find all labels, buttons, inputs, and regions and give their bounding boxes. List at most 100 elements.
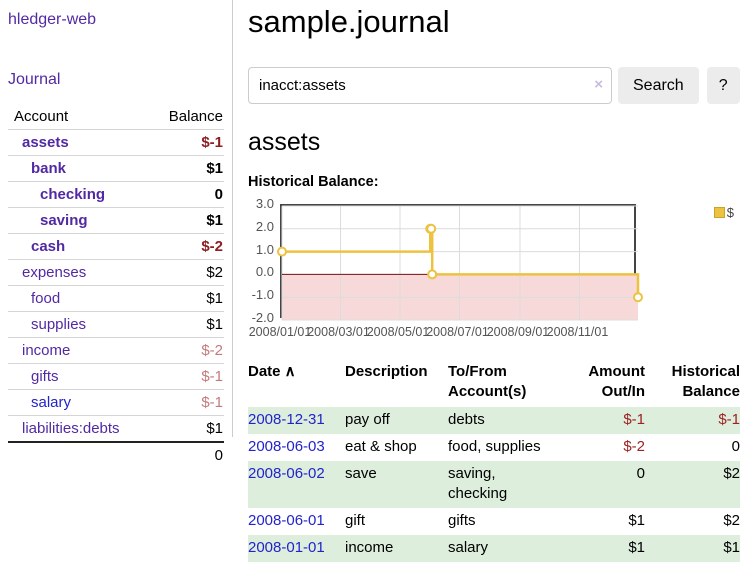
table-row: 2008-01-01 income salary $1 $1 <box>248 535 740 562</box>
transaction-description: save <box>345 465 377 482</box>
chart-plot-area[interactable] <box>277 204 643 321</box>
accounts-table: Account Balance assets $-1 bank $1 checking 0… <box>8 104 224 468</box>
transaction-date-link[interactable]: 2008-06-03 <box>248 438 325 455</box>
account-balance: $1 <box>206 160 223 177</box>
transaction-amount: $1 <box>628 539 645 556</box>
account-column-header: Account <box>14 108 69 125</box>
transaction-balance: $1 <box>723 539 740 556</box>
transaction-amount: 0 <box>636 465 645 482</box>
account-row: cash $-2 <box>8 233 224 260</box>
page-title: sample.journal <box>248 4 450 39</box>
y-axis-tick-label: -2.0 <box>251 310 274 325</box>
clear-search-icon[interactable]: × <box>594 76 603 93</box>
sidebar-item-journal[interactable]: Journal <box>8 71 61 88</box>
legend-label: $ <box>726 205 734 220</box>
sidebar-account-supplies[interactable]: supplies <box>31 316 87 333</box>
brand-link[interactable]: hledger-web <box>8 11 97 28</box>
chart-legend: $ <box>712 205 735 220</box>
sidebar-account-salary[interactable]: salary <box>31 394 72 411</box>
account-balance: $1 <box>206 290 223 307</box>
account-balance: 0 <box>214 186 223 203</box>
account-row: checking 0 <box>8 181 224 208</box>
sidebar-account-food[interactable]: food <box>31 290 61 307</box>
account-balance: $-1 <box>201 368 223 385</box>
chart-title: Historical Balance: <box>248 174 379 190</box>
sidebar-account-gifts[interactable]: gifts <box>31 368 59 385</box>
account-balance: $1 <box>206 212 223 229</box>
transaction-date-link[interactable]: 2008-12-31 <box>248 411 325 428</box>
main-content: sample.journal × Search ? assets Histori… <box>248 0 740 562</box>
search-button[interactable]: Search <box>618 67 699 104</box>
account-balance: $1 <box>206 316 223 333</box>
transaction-description: pay off <box>345 411 390 428</box>
table-row: 2008-06-02 save saving, checking 0 $2 <box>248 461 740 508</box>
table-row: 2008-12-31 pay off debts $-1 $-1 <box>248 407 740 434</box>
register-table-header: Date ∧ Description To/From Account(s) Amoun… <box>248 362 740 407</box>
x-axis-tick-label: 2008/05/01 <box>366 325 430 339</box>
account-row: bank $1 <box>8 155 224 182</box>
transaction-description: eat & shop <box>345 438 417 455</box>
account-row: supplies $1 <box>8 311 224 338</box>
y-axis-tick-label: 0.0 <box>255 264 274 280</box>
transaction-balance: $2 <box>723 465 740 482</box>
register-table: Date ∧ Description To/From Account(s) Amoun… <box>248 362 740 562</box>
transaction-date-link[interactable]: 2008-06-02 <box>248 465 325 482</box>
transaction-amount: $-1 <box>623 411 645 428</box>
y-axis-tick-label: -1.0 <box>251 287 274 303</box>
column-header-amount-out-in: Amount Out/In <box>588 363 645 400</box>
sidebar-account-expenses[interactable]: expenses <box>22 264 87 281</box>
transaction-accounts: food, supplies <box>448 438 541 455</box>
transaction-amount: $1 <box>628 512 645 529</box>
transaction-accounts: salary <box>448 539 489 556</box>
account-row: gifts $-1 <box>8 363 224 390</box>
total-label <box>8 442 152 468</box>
account-balance: $-2 <box>201 342 223 359</box>
transaction-amount: $-2 <box>623 438 645 455</box>
x-axis-tick-label: 2008/01/01 <box>248 325 312 339</box>
transaction-balance: 0 <box>731 438 740 455</box>
column-header-to-from-account-s-: To/From Account(s) <box>448 363 527 400</box>
x-axis-tick-label: 2008/09/01 <box>486 325 550 339</box>
transaction-date-link[interactable]: 2008-01-01 <box>248 539 325 556</box>
y-axis-tick-label: 2.0 <box>255 218 274 234</box>
sidebar-account-checking[interactable]: checking <box>40 186 106 203</box>
transaction-balance: $-1 <box>718 411 740 428</box>
transaction-accounts: gifts <box>448 512 476 529</box>
search-input[interactable] <box>248 67 612 104</box>
table-row: 2008-06-03 eat & shop food, supplies $-2 0 <box>248 434 740 461</box>
y-axis-tick-label: 3.0 <box>255 196 274 211</box>
sidebar-account-liabilities-debts[interactable]: liabilities:debts <box>22 420 120 437</box>
transaction-accounts: saving, checking <box>448 465 508 502</box>
account-balance: $2 <box>206 264 223 281</box>
sidebar-account-assets[interactable]: assets <box>22 134 69 151</box>
account-row: income $-2 <box>8 337 224 364</box>
account-heading: assets <box>248 128 321 156</box>
sidebar-account-saving[interactable]: saving <box>40 212 88 229</box>
historical-balance-chart: $ 3.0 2.0 1.0 0.0 -1.0 -2.0 2008/01/01 2008/03/… <box>248 196 740 341</box>
search-form: × Search ? <box>248 67 740 104</box>
total-balance: 0 <box>214 447 223 464</box>
sidebar-account-bank[interactable]: bank <box>31 160 67 177</box>
account-row: saving $1 <box>8 207 224 234</box>
sort-ascending-icon: ∧ <box>280 363 296 380</box>
column-header-date[interactable]: Date ∧ <box>248 363 296 380</box>
account-row: salary $-1 <box>8 389 224 416</box>
help-button[interactable]: ? <box>706 67 740 104</box>
transaction-description: gift <box>345 512 366 529</box>
account-row: assets $-1 <box>8 129 224 156</box>
account-balance: $-1 <box>201 394 223 411</box>
x-axis-tick-label: 2008/03/01 <box>307 325 370 339</box>
account-row: liabilities:debts $1 <box>8 415 224 443</box>
sidebar-account-cash[interactable]: cash <box>31 238 66 255</box>
transaction-description: income <box>345 539 394 556</box>
legend-swatch-icon <box>713 207 725 218</box>
x-axis-tick-label: 2008/11/01 <box>546 325 609 339</box>
table-row: 2008-06-01 gift gifts $1 $2 <box>248 508 740 535</box>
column-header-historical-balance: Historical Balance <box>671 363 740 400</box>
transaction-balance: $2 <box>723 512 740 529</box>
balance-chart-svg <box>277 205 643 321</box>
transaction-date-link[interactable]: 2008-06-01 <box>248 512 325 529</box>
account-balance: $1 <box>206 420 223 437</box>
sidebar-account-income[interactable]: income <box>22 342 71 359</box>
account-balance: $-1 <box>201 134 223 151</box>
